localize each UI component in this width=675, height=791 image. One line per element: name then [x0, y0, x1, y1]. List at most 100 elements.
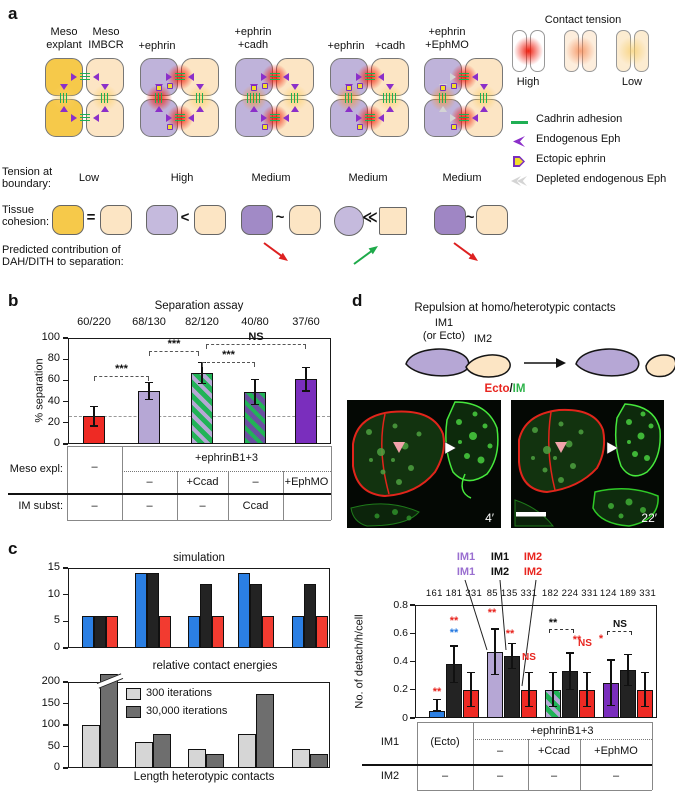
error-bar-cap [145, 398, 153, 401]
tension-glow [565, 36, 596, 66]
sig-label: ** [449, 627, 459, 639]
error-bar-cap [433, 710, 441, 712]
cohesion-shape-right [100, 205, 132, 235]
table-border [283, 471, 284, 520]
ephrin-pentagon-icon [251, 85, 257, 91]
error-bar [148, 382, 150, 400]
cohesion-symbol: ~ [465, 209, 475, 226]
cadherin-stripe [175, 119, 185, 122]
y-tick-label: 0 [53, 761, 60, 773]
cadherin-stripe [65, 93, 68, 103]
cadherin-stripe [255, 93, 258, 103]
table-span-header: +ephrinB1+3 [195, 452, 258, 464]
table-thick-divider [8, 493, 331, 495]
error-bar [93, 406, 95, 426]
simulation-title: simulation [173, 552, 225, 564]
cadherin-line-icon [511, 121, 528, 124]
y-tick [63, 745, 68, 748]
cadherin-stripe [479, 93, 482, 103]
sig-label: NS [522, 652, 536, 663]
cadherin-stripe [198, 93, 201, 103]
cadherin-stripe [365, 72, 375, 75]
depleted-eph-icon [511, 176, 521, 186]
cadherin-stripe [438, 93, 441, 103]
cadherin-stripe [485, 93, 488, 103]
schematic-or-ecto-label: (or Ecto) [422, 330, 466, 342]
legend-endogenous-eph-label: Endogenous Eph [536, 133, 621, 145]
simulation-bar [94, 616, 106, 648]
cadherin-stripe [175, 113, 185, 116]
eph-arrow-icon [93, 114, 99, 122]
table-border [67, 520, 331, 521]
error-bar [470, 672, 472, 707]
eph-arrow-icon [356, 114, 362, 122]
cadherin-stripe [388, 93, 391, 103]
table-cell: – [91, 500, 98, 512]
tension-value: Medium [442, 172, 482, 184]
error-bar-cap [549, 672, 557, 674]
separation-y-axis-label: % separation [33, 358, 46, 423]
count-label: 68/130 [132, 316, 166, 328]
cohesion-row-label-2: cohesion: [2, 216, 50, 228]
cadherin-stripe [365, 116, 375, 119]
error-bar-cap [302, 367, 310, 369]
cadherin-stripe [365, 78, 375, 81]
cadherin-stripe [290, 93, 293, 103]
error-bar-cap [525, 672, 533, 674]
eph-arrow-icon [283, 114, 289, 122]
error-bar-cap [566, 652, 574, 654]
eph-arrow-icon [450, 73, 456, 81]
error-bar-cap [433, 699, 441, 701]
ectopic-ephrin-icon-fill [515, 158, 523, 165]
table-border [473, 722, 474, 790]
y-tick-label: 0 [402, 711, 408, 724]
cadherin-stripe [80, 78, 90, 81]
y-tick [63, 724, 68, 726]
table-dotted-divider [473, 739, 652, 740]
legend-ectopic-ephrin-label: Ectopic ephrin [536, 153, 606, 165]
predicted-row-line-2: DAH/DITH to separation: [2, 256, 124, 268]
cohesion-symbol: ~ [275, 209, 285, 226]
explant-column-label: +cadh [374, 40, 406, 52]
simulation-bar [82, 616, 94, 648]
table-cell: – [199, 500, 206, 512]
sig-label: NS [248, 331, 264, 344]
ecto-im-label: Ecto/IM [455, 383, 555, 395]
detach-legend-label: IM2 [523, 566, 543, 578]
cadherin-stripe [175, 78, 185, 81]
explant-column-label: +cadh [237, 39, 269, 51]
tension-value: High [170, 172, 194, 184]
table-cell: +EphMO [284, 476, 329, 488]
detach-legend-label: IM1 [456, 566, 476, 578]
eph-arrow-icon [378, 73, 384, 81]
sig-label: ** [487, 607, 497, 619]
error-bar-cap [251, 404, 259, 406]
table-cell: +Ccad [537, 745, 571, 757]
cadherin-stripe [365, 113, 375, 116]
error-bar [254, 379, 256, 405]
y-tick [63, 379, 68, 381]
ecto-label: Ecto [484, 383, 510, 395]
simulation-bar [159, 616, 171, 648]
cadherin-stripe [459, 119, 469, 122]
sig-label: *** [115, 363, 128, 376]
error-bar-cap [583, 672, 591, 674]
count-label: 37/60 [292, 316, 320, 328]
y-tick [63, 401, 68, 403]
cadherin-stripe [382, 93, 385, 103]
eph-arrow-icon [188, 73, 194, 81]
error-bar-cap [90, 425, 98, 427]
cohesion-shape-right [379, 207, 407, 235]
legend-connector-lines [440, 560, 560, 700]
ephrin-pentagon-icon [357, 124, 363, 130]
schematic-im1-label: IM1 [434, 317, 454, 329]
eph-arrow-icon [101, 106, 109, 112]
tension-glow [513, 36, 544, 66]
endogenous-eph-icon [513, 136, 525, 147]
im-label: IM [512, 383, 526, 395]
cadherin-stripe [270, 72, 280, 75]
y-tick [63, 702, 68, 705]
error-bar-cap [450, 682, 458, 684]
detach-bar [429, 710, 445, 718]
y-tick-label: 100 [41, 331, 60, 343]
